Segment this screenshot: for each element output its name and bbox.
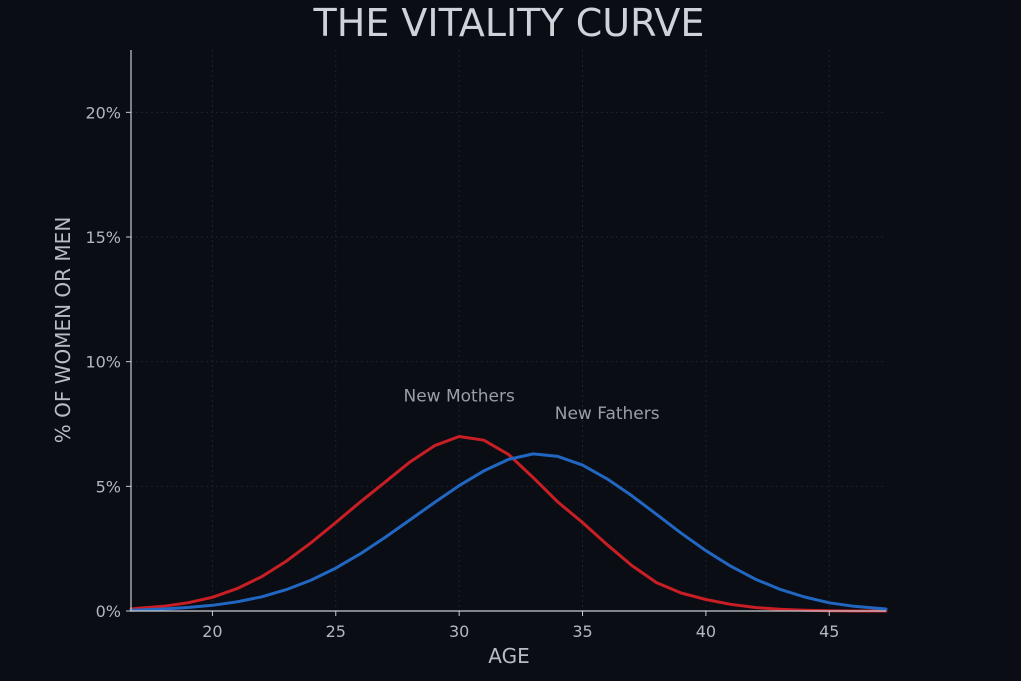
x-tick-label: 25 [326,622,346,641]
ticks: 20 25 30 35 40 45 0% 5% 10% 15% 20% [85,103,839,641]
y-tick-label: 5% [96,477,121,496]
y-tick-label: 20% [85,103,121,122]
x-tick-label: 30 [449,622,469,641]
x-axis-label: AGE [488,644,529,668]
annotation-new-mothers: New Mothers [404,387,515,407]
y-tick-label: 10% [85,353,121,372]
y-axis-label: % OF WOMEN OR MEN [51,217,75,444]
y-tick-label: 0% [96,602,121,621]
series-line-new-mothers [129,435,888,613]
grid [131,50,886,611]
y-tick-label: 15% [85,228,121,247]
series-lines [129,435,888,613]
x-tick-label: 40 [696,622,716,641]
annotation-new-fathers: New Fathers [555,404,660,424]
axes [130,50,886,612]
x-tick-label: 45 [819,622,839,641]
series-line-new-fathers [129,452,888,612]
annotations: New Mothers New Fathers [404,387,660,424]
x-tick-label: 35 [572,622,592,641]
x-tick-label: 20 [202,622,222,641]
chart-title: THE VITALITY CURVE [313,1,705,45]
